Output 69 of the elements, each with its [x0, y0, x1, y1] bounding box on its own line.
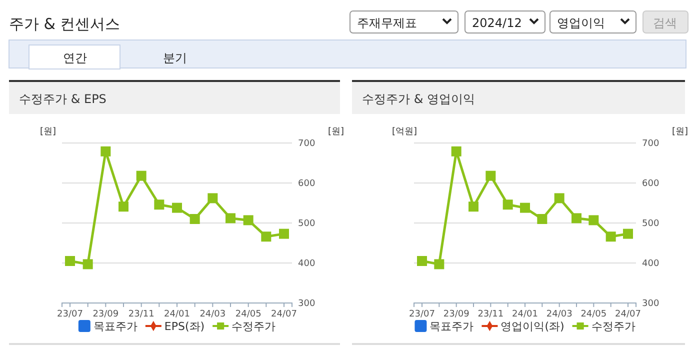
x-tick-label: 24/07: [615, 309, 641, 320]
x-tick-label: 24/01: [512, 309, 538, 320]
point: [434, 259, 444, 270]
point: [208, 193, 218, 204]
y2-tick-label: 600: [298, 178, 316, 189]
x-tick-label: 24/03: [546, 309, 572, 320]
y2-tick-label: 400: [642, 258, 660, 269]
text: 연간: [63, 51, 87, 65]
x-tick-label: 24/03: [200, 309, 226, 320]
point: [190, 214, 200, 224]
point: [588, 215, 599, 226]
point: [623, 228, 633, 239]
y2-tick-label: 700: [298, 138, 316, 149]
point: [118, 202, 128, 212]
point: [243, 215, 254, 226]
point: [261, 232, 272, 242]
legend-label: 수정주가: [232, 320, 276, 333]
point: [451, 146, 462, 156]
chart-title: 수정주가 & EPS: [19, 92, 106, 106]
y2-tick-label: 300: [298, 298, 316, 309]
legend-label: 영업이익(좌): [500, 320, 564, 333]
point: [572, 213, 582, 224]
x-tick-label: 23/09: [443, 309, 470, 320]
text: 분기: [163, 51, 187, 65]
point: [226, 213, 236, 224]
text: 검색: [653, 16, 677, 30]
point: [537, 214, 548, 224]
x-tick-label: 23/11: [478, 309, 504, 320]
point: [417, 256, 427, 266]
text: 주가 & 컨센서스: [9, 15, 120, 33]
x-tick-label: 23/07: [409, 309, 435, 320]
point: [154, 200, 164, 210]
point: [554, 193, 564, 204]
legend-label: 목표주가: [430, 320, 474, 333]
legend-label: 목표주가: [93, 320, 138, 333]
legend-label: EPS(좌): [164, 320, 205, 333]
y2-axis-title: [원]: [672, 127, 688, 137]
y-axis-title: [원]: [40, 127, 56, 137]
point: [82, 259, 93, 270]
x-tick-label: 23/09: [92, 309, 119, 320]
y2-tick-label: 400: [298, 258, 316, 269]
text: 영업이익: [557, 16, 605, 30]
point: [520, 202, 530, 213]
point: [502, 200, 513, 210]
y2-tick-label: 700: [642, 138, 660, 149]
y2-tick-label: 600: [642, 178, 660, 189]
point: [486, 170, 496, 181]
text: 2024/12: [472, 16, 522, 30]
point: [279, 228, 289, 239]
point: [100, 146, 111, 156]
legend-label: 수정주가: [591, 320, 636, 333]
x-tick-label: 23/11: [128, 309, 154, 320]
point: [172, 202, 182, 213]
y2-axis-title: [원]: [328, 127, 344, 137]
point: [136, 170, 146, 181]
point: [468, 202, 478, 212]
y2-tick-label: 500: [642, 218, 660, 229]
chart-title: 수정주가 & 영업이익: [362, 92, 475, 106]
point: [606, 232, 616, 242]
x-tick-label: 24/07: [271, 309, 297, 320]
x-tick-label: 24/05: [580, 309, 607, 320]
y2-tick-label: 300: [642, 298, 660, 309]
x-tick-label: 24/01: [164, 309, 190, 320]
y-axis-title: [억원]: [392, 127, 418, 137]
y2-tick-label: 500: [298, 218, 316, 229]
x-tick-label: 23/07: [57, 309, 83, 320]
point: [65, 256, 75, 266]
x-tick-label: 24/05: [235, 309, 262, 320]
text: 주재무제표: [357, 16, 417, 30]
